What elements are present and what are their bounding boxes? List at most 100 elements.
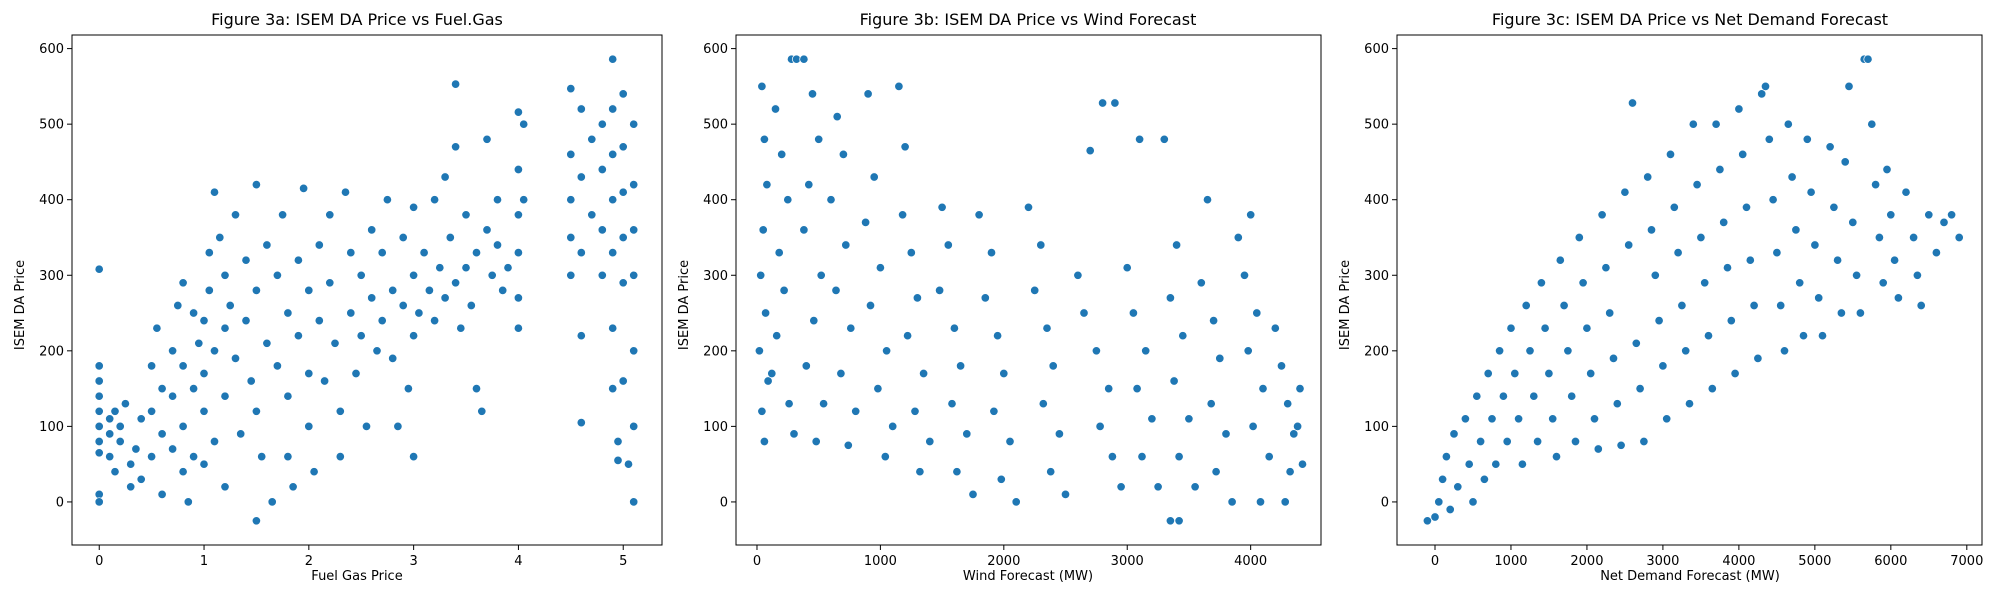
panel-a-data-point: [157, 489, 167, 499]
panel-c-title: Figure 3c: ISEM DA Price vs Net Demand F…: [1492, 10, 1888, 29]
panel-b-data-point: [1295, 384, 1305, 394]
panel-a-data-point: [471, 248, 482, 258]
panel-a-data-point: [220, 482, 230, 492]
panel-c-data-point: [1749, 300, 1759, 311]
panel-a-data-point: [251, 406, 261, 416]
panel-b-data-point: [882, 346, 892, 356]
panel-b-data-point: [756, 270, 766, 280]
panel-b-data-point: [1174, 516, 1184, 526]
panel-c-data-point: [1722, 263, 1733, 273]
panel-c-data-point: [1882, 164, 1892, 175]
panel-b-data-point: [843, 440, 853, 450]
panel-a-data-point: [225, 300, 235, 311]
panel-c-data-point: [1692, 180, 1702, 190]
panel-b-data-point: [1073, 270, 1083, 280]
panel-c-data-point: [1738, 149, 1748, 159]
panel-a-data-point: [513, 293, 523, 303]
panel-b-data-point: [1147, 414, 1157, 424]
panel-a-data-point: [618, 142, 628, 152]
panel-c-data-point: [1954, 232, 1964, 243]
panel-a-data-point: [189, 452, 199, 462]
panel-b-data-point: [809, 316, 819, 326]
panel-b-data-point: [1227, 497, 1237, 507]
panel-c-data-point: [1643, 172, 1653, 182]
panel-b-data-point: [826, 195, 836, 205]
panel-a-data-point: [576, 331, 586, 341]
panel-c-data-point: [1711, 119, 1721, 129]
panel-b-data-point: [1209, 316, 1219, 326]
panel-b-data-point: [861, 217, 871, 227]
panel-a-data-point: [356, 270, 366, 280]
panel-a-data-point: [262, 338, 272, 348]
panel-c-data-point: [1445, 504, 1455, 515]
panel-a-data-point: [445, 232, 455, 243]
panel-b-data-point: [962, 429, 972, 439]
panel-a-data-point: [477, 406, 487, 416]
panel-c-data-point: [1491, 459, 1501, 469]
panel-c-data-point: [1825, 142, 1835, 152]
panel-b: Figure 3b: ISEM DA Price vs Wind Forecas…: [677, 10, 1322, 584]
panel-c-data-point: [1582, 323, 1592, 333]
panel-c-data-point: [1912, 270, 1922, 280]
panel-a-data-point: [608, 195, 618, 205]
panel-a-data-point: [105, 414, 115, 424]
panel-a-data-point: [608, 323, 618, 333]
panel-a-data-point: [157, 429, 167, 439]
panel-a-data-point: [513, 248, 523, 258]
panel-a-data-point: [367, 293, 377, 303]
panel-c-data-point: [1453, 482, 1463, 492]
panel-b-data-point: [1190, 482, 1200, 492]
panel-a-data-point: [356, 331, 366, 341]
panel-b-data-point: [1246, 210, 1256, 220]
panel-c-ytick-label: 400: [1364, 193, 1389, 208]
panel-c-data-point: [1624, 240, 1634, 250]
panel-c-data-point: [1430, 512, 1440, 522]
panel-b-data-point: [807, 89, 818, 99]
panel-a-data-point: [94, 406, 104, 416]
panel-c-data-point: [1498, 391, 1508, 401]
panel-a-ytick-label: 0: [56, 495, 64, 510]
panel-a-data-point: [136, 474, 146, 484]
panel-a-data-point: [388, 353, 398, 363]
panel-c-data-point: [1586, 368, 1596, 379]
panel-b-data-point: [1036, 240, 1046, 250]
panel-c-data-point: [1612, 399, 1622, 409]
panel-a-data-point: [414, 308, 424, 318]
panel-b-xtick-label: 1000: [864, 554, 897, 569]
panel-b-data-point: [1091, 346, 1101, 356]
panel-a-data-point: [629, 119, 639, 129]
panel-b-xtick-label: 2000: [987, 554, 1020, 569]
panel-a-data-point: [608, 384, 618, 394]
panel-a-data-point: [597, 270, 607, 280]
panel-a-data-point: [209, 436, 220, 447]
panel-a-ticks: 0 1 2 3 4 5 0 100 200 300 400 500 600: [39, 42, 627, 569]
panel-c-data-point: [1483, 368, 1493, 379]
panel-c-xtick-label: 2000: [1570, 554, 1603, 569]
panel-b-data-point: [1085, 146, 1095, 156]
panel-c-data-point: [1434, 497, 1444, 507]
panel-a-data-point: [629, 180, 639, 190]
panel-c-data-point: [1833, 255, 1843, 265]
panel-b-data-point: [1042, 323, 1052, 333]
panel-a-data-point: [94, 489, 104, 499]
panel-a-data-point: [618, 89, 628, 99]
panel-a-data-point: [608, 149, 618, 159]
panel-c-data-point: [1768, 195, 1778, 205]
panel-b-data-point: [1110, 98, 1120, 108]
panel-c-data-point: [1757, 89, 1767, 99]
panel-c-data-point: [1741, 202, 1752, 212]
panel-b-data-point: [1172, 240, 1182, 250]
panel-a-data-point: [304, 285, 314, 295]
panel-b-data-point: [841, 240, 851, 250]
panel-c-data-point: [1536, 278, 1546, 288]
panel-c-data-point: [1730, 368, 1740, 379]
panel-a-data-point: [199, 406, 209, 416]
panel-a-data-point: [618, 232, 628, 243]
panel-b-data-point: [1264, 452, 1274, 462]
panel-c-xtick-label: 1000: [1494, 554, 1527, 569]
panel-a-xtick-label: 3: [409, 554, 417, 569]
panel-b-xlabel: Wind Forecast (MW): [963, 569, 1093, 584]
panel-a-data-point: [597, 164, 607, 175]
panel-c-ytick-label: 200: [1364, 344, 1389, 359]
panel-b-data-point: [1135, 134, 1145, 144]
